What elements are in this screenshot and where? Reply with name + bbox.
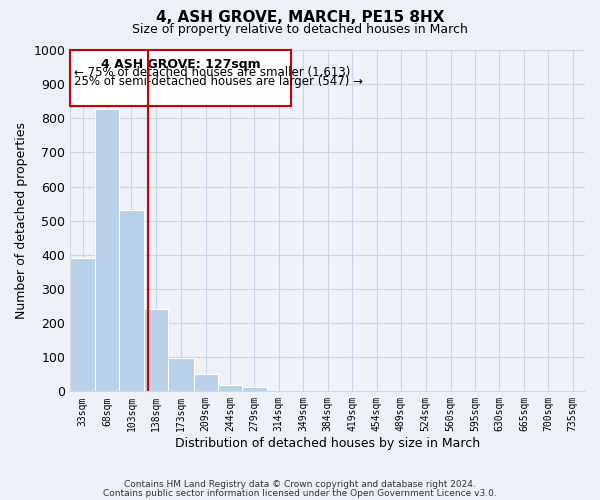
Bar <box>70 258 95 392</box>
Bar <box>242 387 266 392</box>
X-axis label: Distribution of detached houses by size in March: Distribution of detached houses by size … <box>175 437 480 450</box>
Bar <box>95 108 119 392</box>
Bar <box>194 374 218 392</box>
Text: 4 ASH GROVE: 127sqm: 4 ASH GROVE: 127sqm <box>101 58 260 70</box>
Bar <box>218 384 242 392</box>
Text: 25% of semi-detached houses are larger (547) →: 25% of semi-detached houses are larger (… <box>74 76 364 88</box>
Text: Contains public sector information licensed under the Open Government Licence v3: Contains public sector information licen… <box>103 488 497 498</box>
Bar <box>143 310 168 392</box>
Text: Contains HM Land Registry data © Crown copyright and database right 2024.: Contains HM Land Registry data © Crown c… <box>124 480 476 489</box>
Bar <box>119 210 143 392</box>
Y-axis label: Number of detached properties: Number of detached properties <box>15 122 28 319</box>
Text: ← 75% of detached houses are smaller (1,613): ← 75% of detached houses are smaller (1,… <box>74 66 351 80</box>
Text: 4, ASH GROVE, MARCH, PE15 8HX: 4, ASH GROVE, MARCH, PE15 8HX <box>156 10 444 25</box>
Text: Size of property relative to detached houses in March: Size of property relative to detached ho… <box>132 22 468 36</box>
Bar <box>168 358 194 392</box>
Bar <box>70 50 291 106</box>
